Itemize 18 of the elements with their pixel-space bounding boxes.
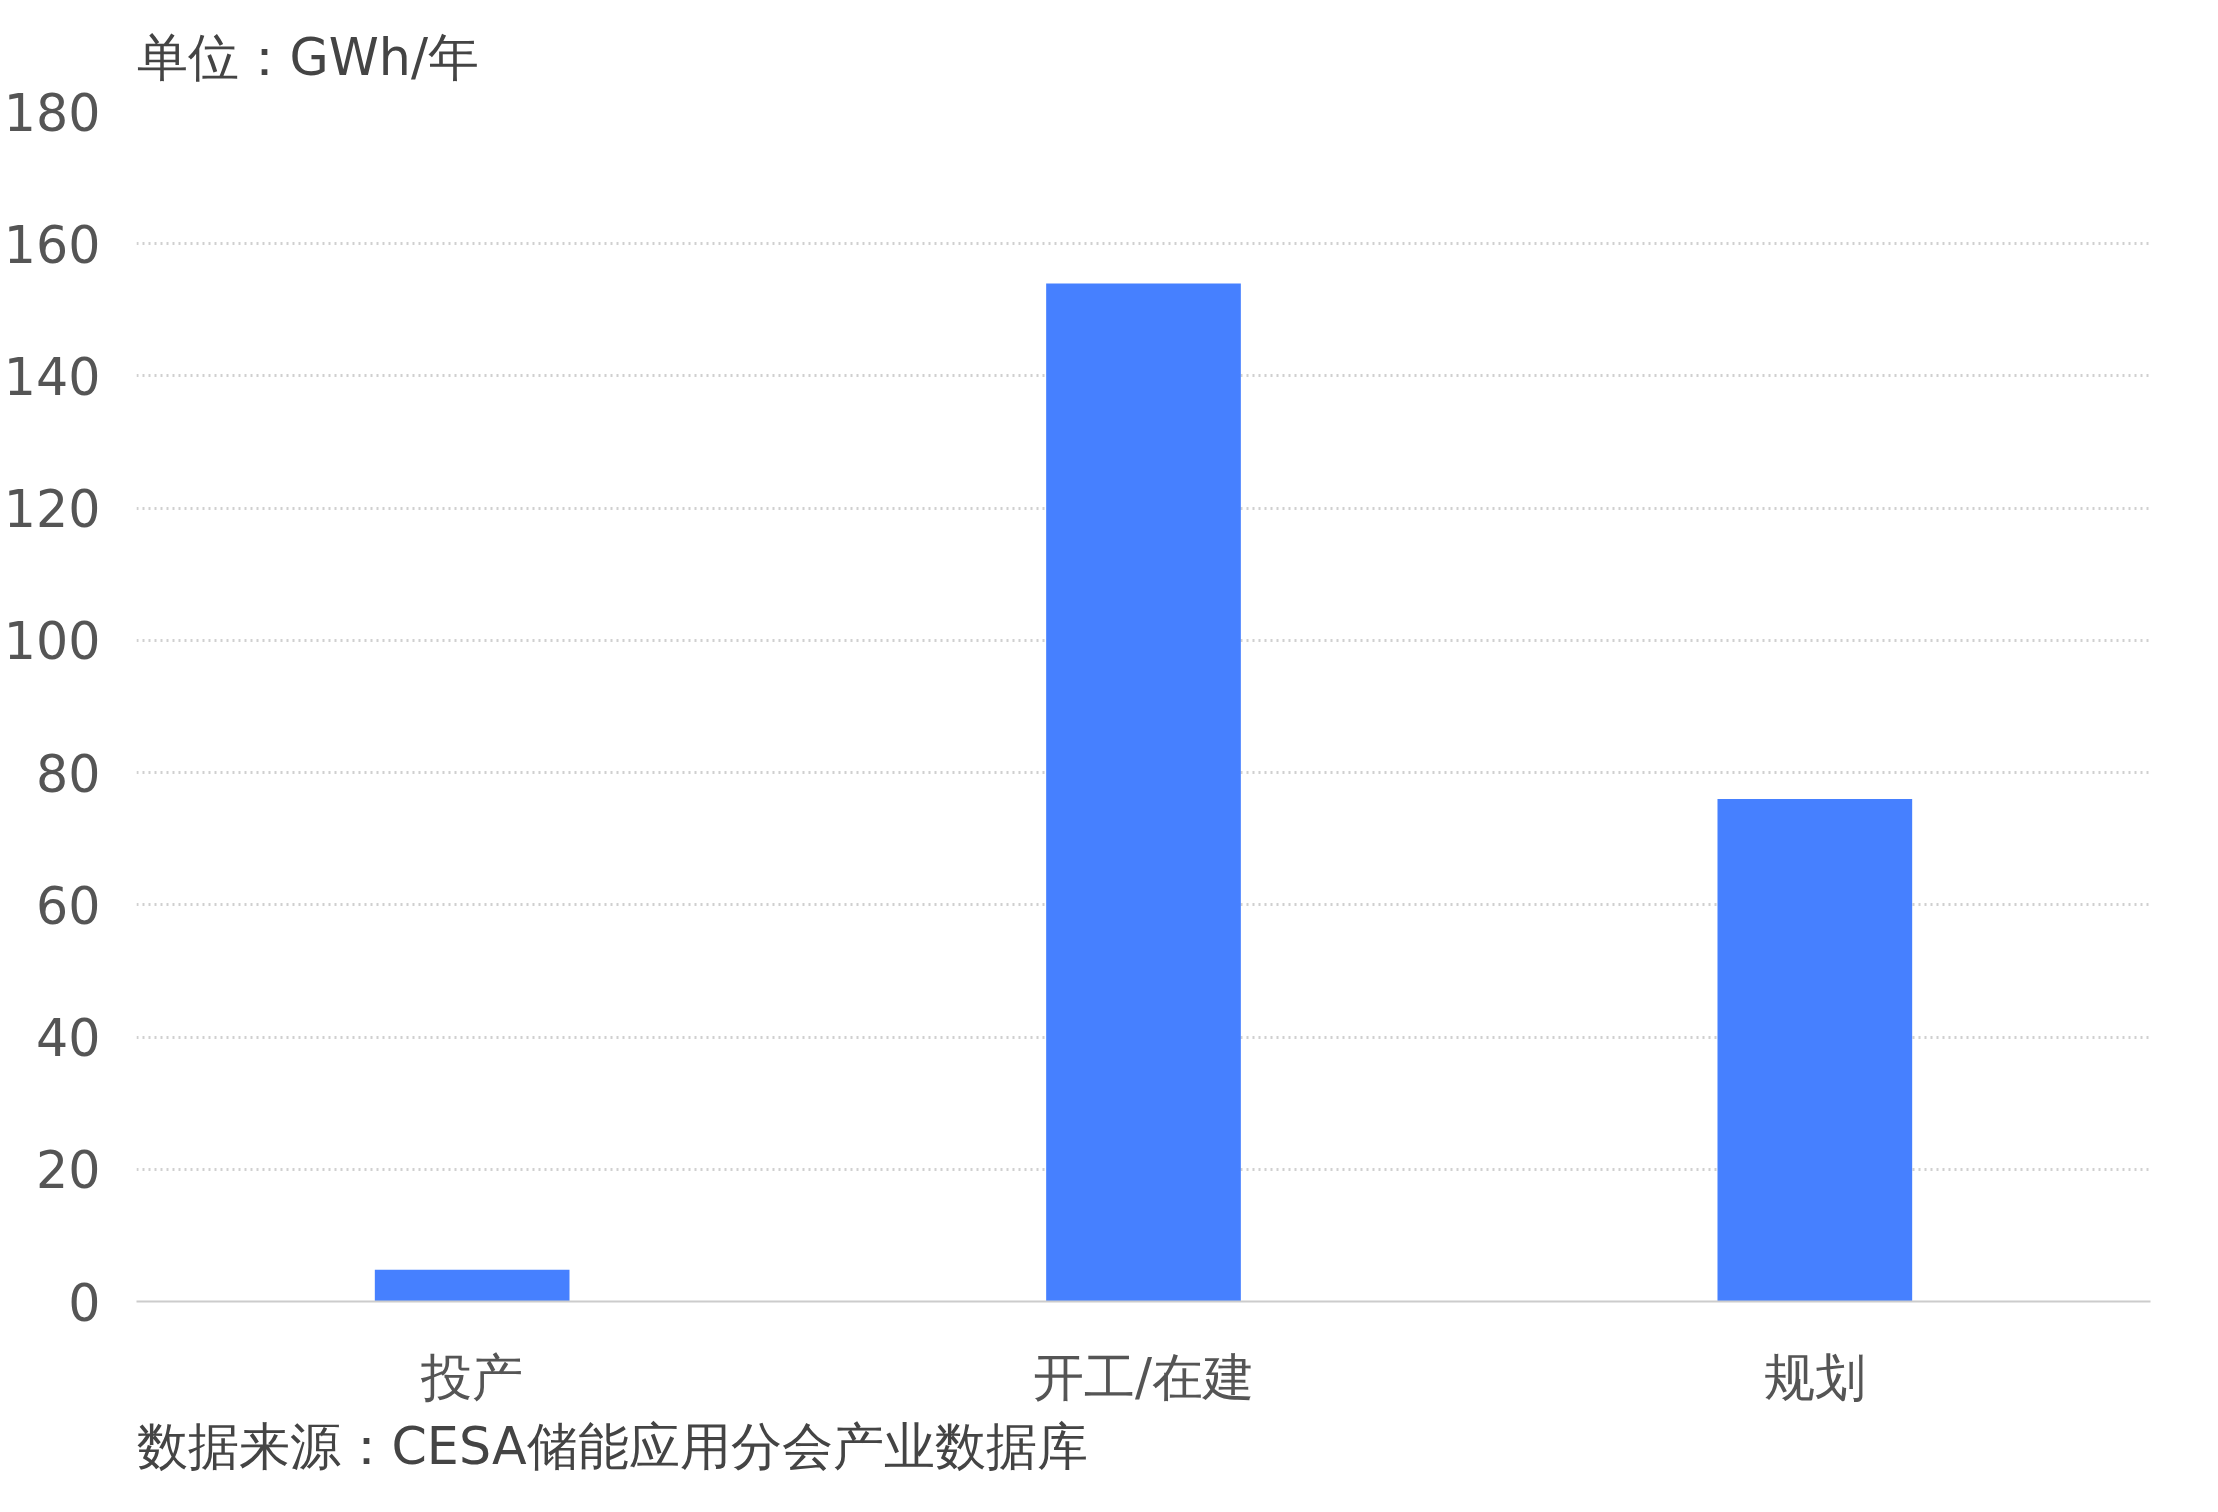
y-tick-label: 120 [3, 480, 101, 540]
x-tick-label: 开工/在建 [1032, 1347, 1255, 1407]
y-tick-label: 80 [36, 744, 101, 804]
y-tick-label: 140 [3, 347, 101, 407]
source-note: 数据来源：CESA储能应用分会产业数据库 [136, 1416, 1088, 1476]
y-tick-label: 40 [36, 1009, 101, 1069]
y-axis-title: 单位：GWh/年 [136, 27, 480, 87]
y-tick-label: 180 [3, 83, 101, 143]
y-tick-label: 20 [36, 1141, 101, 1201]
y-tick-label: 160 [3, 215, 101, 275]
y-tick-label: 100 [3, 612, 101, 672]
x-tick-label: 投产 [420, 1347, 524, 1407]
bar [1717, 799, 1913, 1302]
bar [374, 1269, 570, 1302]
bar [1046, 283, 1241, 1302]
y-tick-label: 60 [36, 876, 101, 936]
x-tick-label: 规划 [1763, 1347, 1866, 1407]
y-tick-label: 0 [68, 1273, 101, 1333]
